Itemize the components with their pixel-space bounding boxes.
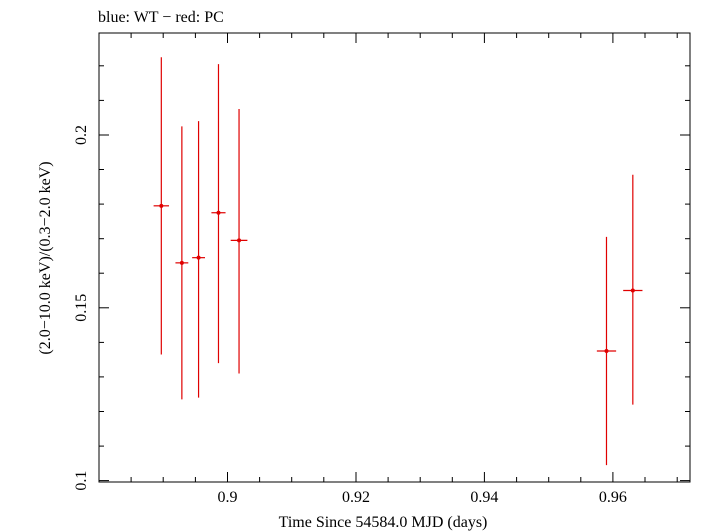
y-tick-label: 0.1 <box>73 471 90 491</box>
x-tick-label: 0.96 <box>599 489 627 506</box>
chart-title: blue: WT − red: PC <box>98 9 224 26</box>
data-point <box>596 236 617 466</box>
y-tick-label: 0.2 <box>73 125 90 145</box>
point-marker <box>237 238 242 243</box>
data-points <box>153 57 643 466</box>
data-point <box>623 174 643 405</box>
point-marker <box>216 210 221 215</box>
x-tick-label: 0.9 <box>217 489 237 506</box>
point-marker <box>159 203 164 208</box>
x-axis-ticks: 0.9 0.92 0.94 0.96 <box>98 33 678 506</box>
y-axis-label: (2.0−10.0 keV)/(0.3−2.0 keV) <box>37 161 54 354</box>
data-point <box>153 57 170 355</box>
point-marker <box>179 260 184 265</box>
data-point <box>211 64 226 364</box>
data-point <box>175 126 189 400</box>
x-axis-label: Time Since 54584.0 MJD (days) <box>279 514 488 531</box>
plot-frame <box>98 32 691 483</box>
data-point <box>230 109 248 374</box>
point-marker <box>630 288 635 293</box>
y-axis-ticks: 0.1 0.15 0.2 <box>73 65 690 491</box>
data-point <box>192 121 205 398</box>
point-marker <box>604 348 609 353</box>
x-tick-label: 0.92 <box>342 489 370 506</box>
x-tick-label: 0.94 <box>470 489 498 506</box>
point-marker <box>196 255 201 260</box>
y-tick-label: 0.15 <box>73 294 90 322</box>
